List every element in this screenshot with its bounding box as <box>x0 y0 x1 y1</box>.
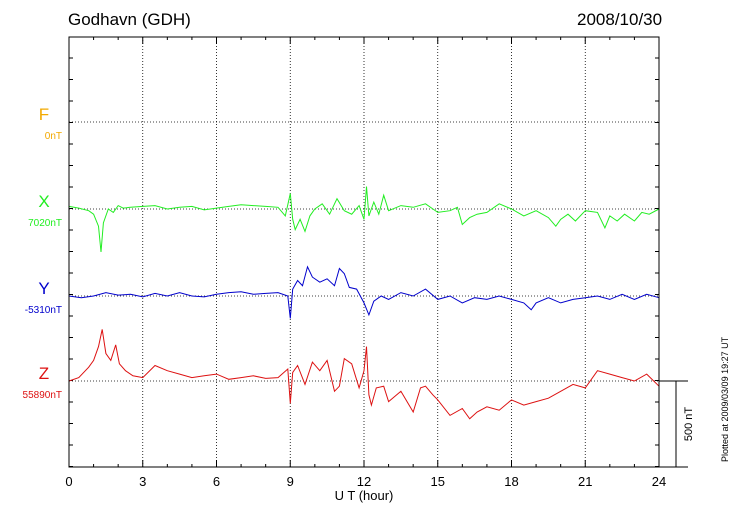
x-tick-label: 24 <box>652 474 666 489</box>
channel-z-label: Z <box>39 364 49 383</box>
x-tick-label: 9 <box>287 474 294 489</box>
channel-y-label: Y <box>38 279 49 298</box>
series-y-line <box>68 265 660 319</box>
grid <box>69 37 659 467</box>
scale-bar: 500 nT <box>659 380 695 468</box>
tick-labels: 0 3 6 9 12 15 18 21 24 <box>65 474 666 489</box>
channel-labels: F 0nT X 7020nT Y -5310nT Z 55890nT <box>23 105 62 401</box>
station-title: Godhavn (GDH) <box>68 10 191 29</box>
plot-frame <box>68 36 660 468</box>
scale-bar-label: 500 nT <box>683 407 695 442</box>
channel-f-baseline: 0nT <box>45 131 62 142</box>
channel-f-label: F <box>39 105 49 124</box>
x-axis-label: U T (hour) <box>335 488 394 503</box>
series-x-line <box>68 186 660 253</box>
channel-x-label: X <box>38 192 49 211</box>
x-tick-label: 21 <box>578 474 592 489</box>
series-z-line <box>68 329 660 420</box>
axis-ticks <box>68 37 660 467</box>
channel-y-baseline: -5310nT <box>25 305 62 316</box>
x-tick-label: 0 <box>65 474 72 489</box>
x-tick-label: 3 <box>139 474 146 489</box>
x-tick-label: 18 <box>504 474 518 489</box>
plotted-timestamp: Plotted at 2009/03/09 19:27 UT <box>720 336 730 462</box>
series-lines <box>68 186 660 420</box>
x-tick-label: 12 <box>357 474 371 489</box>
x-tick-label: 15 <box>431 474 445 489</box>
channel-z-baseline: 55890nT <box>23 390 62 401</box>
plot-date: 2008/10/30 <box>577 10 663 29</box>
channel-x-baseline: 7020nT <box>28 218 62 229</box>
x-tick-label: 6 <box>213 474 220 489</box>
